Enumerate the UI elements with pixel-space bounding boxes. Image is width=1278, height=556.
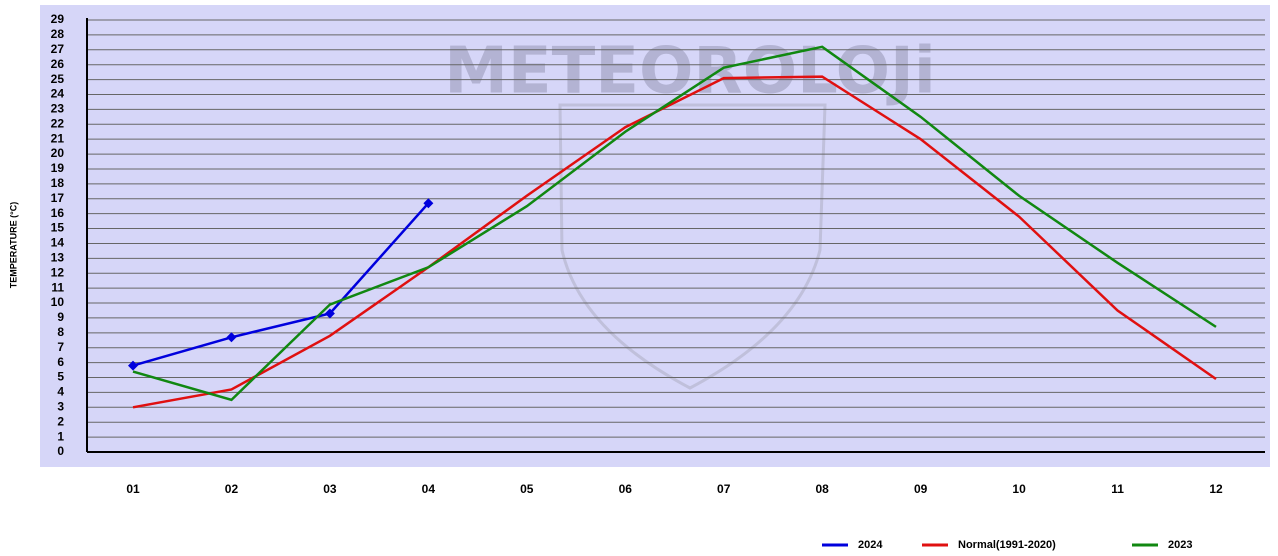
x-tick-label: 12 — [1209, 482, 1223, 496]
y-tick-label: 3 — [57, 399, 64, 413]
point-marker — [128, 360, 138, 371]
y-tick-label: 15 — [51, 221, 65, 235]
y-tick-label: 20 — [51, 146, 65, 160]
y-tick-label: 21 — [51, 131, 65, 145]
y-tick-label: 17 — [51, 191, 65, 205]
y-tick-label: 5 — [57, 370, 64, 384]
y-tick-label: 12 — [51, 265, 65, 279]
y-tick-label: 16 — [51, 206, 65, 220]
point-marker — [423, 198, 434, 209]
y-tick-label: 27 — [51, 42, 65, 56]
y-tick-label: 7 — [57, 340, 64, 354]
y-tick-label: 2 — [57, 414, 64, 428]
watermark-shield — [558, 103, 827, 390]
x-tick-label: 05 — [520, 482, 534, 496]
legend-label: Normal(1991-2020) — [958, 539, 1056, 551]
y-tick-label: 11 — [51, 280, 64, 294]
y-tick-label: 9 — [57, 310, 64, 324]
series-line — [132, 75, 1217, 409]
legend-label: 2023 — [1168, 539, 1192, 551]
point-marker — [226, 332, 237, 343]
x-tick-label: 02 — [225, 482, 239, 496]
y-tick-label: 23 — [51, 102, 65, 116]
x-tick-label: 10 — [1012, 482, 1026, 496]
legend-label: 2024 — [858, 539, 883, 551]
y-tick-label: 1 — [57, 429, 64, 443]
watermark: METEOROLOJi — [444, 35, 936, 109]
y-axis-label: TEMPERATURE (°C) — [8, 202, 18, 288]
y-tick-label: 19 — [51, 161, 65, 175]
y-tick-label: 29 — [51, 12, 65, 26]
y-tick-label: 6 — [57, 355, 64, 369]
x-tick-label: 04 — [422, 482, 436, 496]
x-tick-label: 11 — [1111, 482, 1124, 496]
y-tick-label: 26 — [51, 57, 65, 71]
point-marker — [324, 308, 335, 319]
plot-background — [40, 5, 1270, 467]
x-tick-label: 08 — [816, 482, 830, 496]
series-line — [132, 45, 1217, 402]
x-tick-label: 01 — [126, 482, 140, 496]
y-tick-label: 18 — [51, 176, 65, 190]
y-tick-label: 13 — [51, 251, 65, 265]
y-tick-label: 28 — [51, 27, 65, 41]
x-tick-label: 07 — [717, 482, 731, 496]
y-tick-label: 8 — [57, 325, 64, 339]
x-tick-label: 06 — [619, 482, 633, 496]
y-tick-label: 22 — [51, 116, 65, 130]
y-tick-label: 0 — [57, 444, 64, 458]
y-tick-label: 10 — [51, 295, 65, 309]
x-tick-label: 09 — [914, 482, 928, 496]
x-tick-label: 03 — [323, 482, 337, 496]
series-line — [132, 202, 430, 367]
y-tick-label: 25 — [51, 72, 65, 86]
y-tick-label: 4 — [57, 385, 64, 399]
y-tick-label: 24 — [51, 87, 65, 101]
y-tick-label: 14 — [51, 236, 65, 250]
